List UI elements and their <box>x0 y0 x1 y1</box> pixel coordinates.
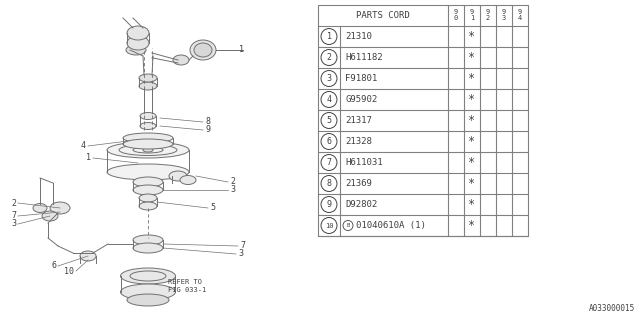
Text: 21328: 21328 <box>345 137 372 146</box>
Ellipse shape <box>127 36 149 50</box>
Text: 2: 2 <box>326 53 332 62</box>
Text: 4: 4 <box>81 141 86 150</box>
Text: 3: 3 <box>238 250 243 259</box>
Text: *: * <box>468 219 476 232</box>
Text: 7: 7 <box>11 212 16 220</box>
Ellipse shape <box>123 133 173 143</box>
Ellipse shape <box>120 268 175 284</box>
Ellipse shape <box>140 113 156 119</box>
Text: 3: 3 <box>11 220 16 228</box>
Ellipse shape <box>120 284 175 300</box>
Text: *: * <box>468 198 476 211</box>
Text: 2: 2 <box>11 198 16 207</box>
Text: 9: 9 <box>205 125 210 134</box>
Text: 21310: 21310 <box>345 32 372 41</box>
Text: 6: 6 <box>51 261 56 270</box>
Text: H611031: H611031 <box>345 158 383 167</box>
Text: 10: 10 <box>324 222 333 228</box>
Ellipse shape <box>33 204 47 212</box>
Text: 9: 9 <box>326 200 332 209</box>
Text: PARTS CORD: PARTS CORD <box>356 11 410 20</box>
Text: 3: 3 <box>230 186 235 195</box>
Text: 9
4: 9 4 <box>518 10 522 21</box>
Text: 9
0: 9 0 <box>454 10 458 21</box>
Text: 1: 1 <box>326 32 332 41</box>
Text: 01040610A (1): 01040610A (1) <box>356 221 426 230</box>
Text: 7: 7 <box>240 242 245 251</box>
Text: *: * <box>468 30 476 43</box>
Text: 5: 5 <box>326 116 332 125</box>
Ellipse shape <box>143 148 153 152</box>
Text: 8: 8 <box>205 117 210 126</box>
Text: 10: 10 <box>64 267 74 276</box>
Text: *: * <box>468 114 476 127</box>
Ellipse shape <box>180 175 196 185</box>
Text: 9
3: 9 3 <box>502 10 506 21</box>
Text: B: B <box>346 223 349 228</box>
Text: 8: 8 <box>326 179 332 188</box>
Text: A033000015: A033000015 <box>589 304 635 313</box>
Text: 21317: 21317 <box>345 116 372 125</box>
Text: F91801: F91801 <box>345 74 377 83</box>
Ellipse shape <box>42 211 58 221</box>
Text: D92802: D92802 <box>345 200 377 209</box>
Text: *: * <box>468 93 476 106</box>
Ellipse shape <box>133 177 163 187</box>
Ellipse shape <box>133 185 163 195</box>
Text: *: * <box>468 51 476 64</box>
Text: 1: 1 <box>239 45 244 54</box>
Ellipse shape <box>140 123 156 130</box>
Ellipse shape <box>139 194 157 202</box>
Text: REFER TO
FIG 033-1: REFER TO FIG 033-1 <box>168 279 206 292</box>
Ellipse shape <box>139 74 157 82</box>
Ellipse shape <box>133 243 163 253</box>
Text: 3: 3 <box>326 74 332 83</box>
Ellipse shape <box>107 142 189 158</box>
Ellipse shape <box>127 294 169 306</box>
Ellipse shape <box>123 139 173 149</box>
Text: *: * <box>468 177 476 190</box>
Text: 9
2: 9 2 <box>486 10 490 21</box>
Ellipse shape <box>169 171 187 181</box>
Ellipse shape <box>133 235 163 245</box>
Ellipse shape <box>194 43 212 57</box>
Text: *: * <box>468 135 476 148</box>
Text: 5: 5 <box>210 204 215 212</box>
Ellipse shape <box>107 164 189 180</box>
Text: G95902: G95902 <box>345 95 377 104</box>
Text: 21369: 21369 <box>345 179 372 188</box>
Ellipse shape <box>173 55 189 65</box>
Text: 4: 4 <box>326 95 332 104</box>
Ellipse shape <box>80 251 96 261</box>
Text: H611182: H611182 <box>345 53 383 62</box>
Ellipse shape <box>127 26 149 40</box>
Ellipse shape <box>50 202 70 214</box>
Ellipse shape <box>139 82 157 90</box>
Text: 2: 2 <box>230 178 235 187</box>
Text: *: * <box>468 156 476 169</box>
Text: 1: 1 <box>86 154 91 163</box>
Text: 6: 6 <box>326 137 332 146</box>
Ellipse shape <box>139 202 157 210</box>
Ellipse shape <box>190 40 216 60</box>
Bar <box>318 5 528 236</box>
Text: 7: 7 <box>326 158 332 167</box>
Ellipse shape <box>126 45 146 55</box>
Text: *: * <box>468 72 476 85</box>
Text: 9
1: 9 1 <box>470 10 474 21</box>
